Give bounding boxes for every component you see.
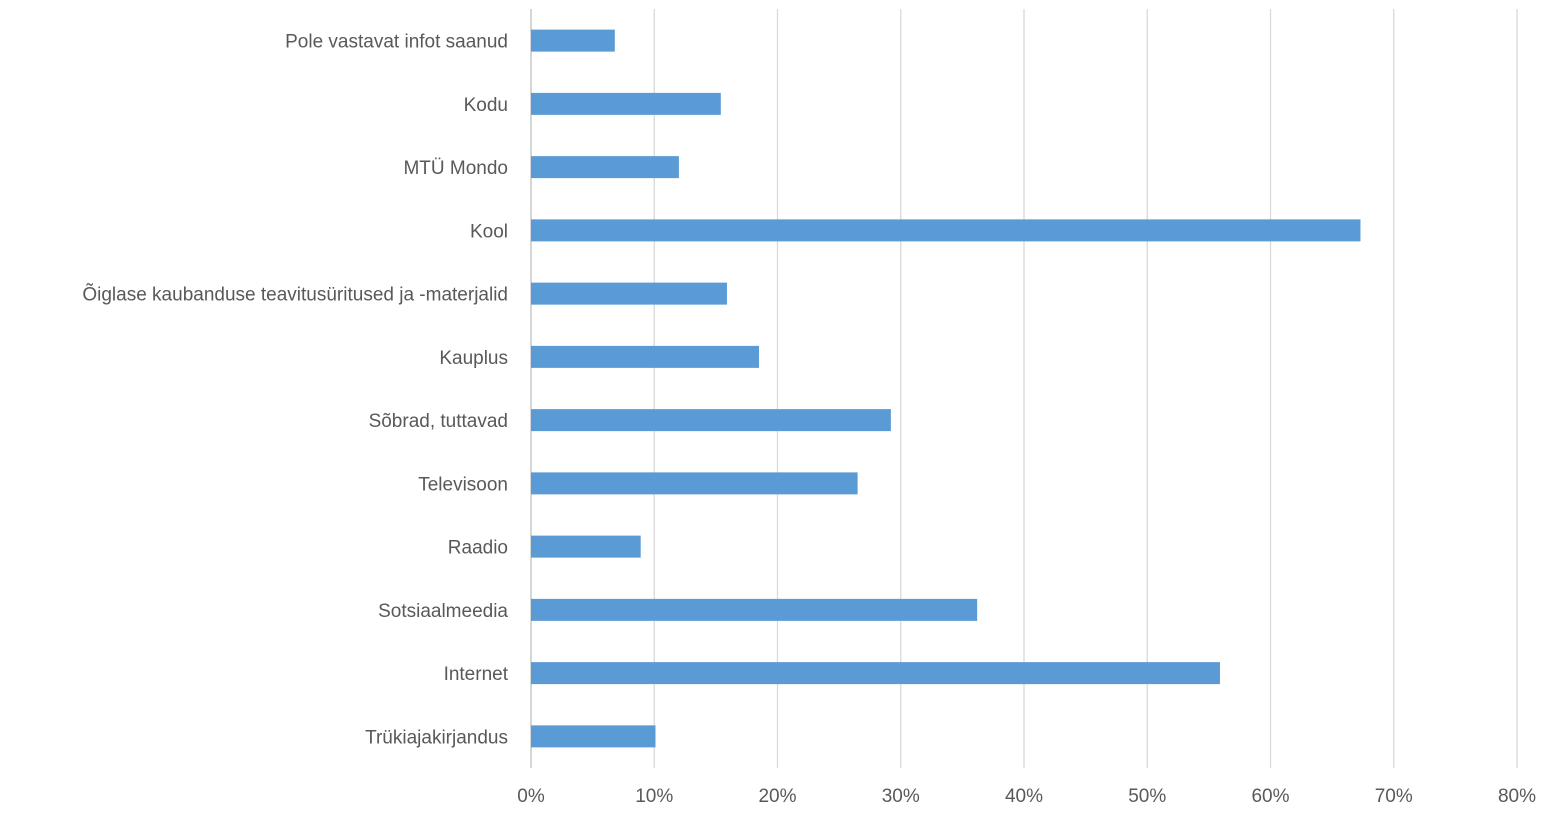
x-tick-label: 80% [1498,786,1536,807]
bar [531,662,1220,685]
x-tick-label: 50% [1128,786,1166,807]
x-tick-label: 10% [635,786,673,807]
bar [531,282,727,305]
x-tick-label: 40% [1005,786,1043,807]
bar [531,29,615,52]
category-label: Televisoon [418,474,508,495]
bars [531,29,1361,748]
bar [531,345,760,368]
category-label: Internet [444,664,509,685]
category-label: Kodu [464,95,508,116]
x-tick-label: 30% [882,786,920,807]
category-label: MTÜ Mondo [403,158,508,179]
category-label: Sõbrad, tuttavad [369,411,508,432]
category-label: Pole vastavat infot saanud [285,32,508,53]
bar [531,219,1361,242]
bar [531,725,656,748]
category-label: Kauplus [439,348,508,369]
x-tick-label: 0% [517,786,545,807]
category-label: Raadio [448,538,508,559]
bar [531,92,721,115]
bar [531,409,891,432]
category-labels: Pole vastavat infot saanud Kodu MTÜ Mondo K… [82,32,508,749]
x-tick-labels: 0% 10% 20% 30% 40% 50% 60% 70% 80% [517,786,1536,807]
x-tick-label: 20% [758,786,796,807]
category-label: Kool [470,221,508,242]
x-tick-label: 60% [1251,786,1289,807]
bar [531,472,858,495]
category-label: Sotsiaalmeedia [378,601,508,622]
bar [531,535,641,558]
category-label: Õiglase kaubanduse teavitusüritused ja -… [82,284,508,306]
category-label: Trükiajakirjandus [365,727,508,748]
bar [531,598,978,621]
bar [531,156,679,179]
x-tick-label: 70% [1375,786,1413,807]
gridlines [530,9,1518,768]
